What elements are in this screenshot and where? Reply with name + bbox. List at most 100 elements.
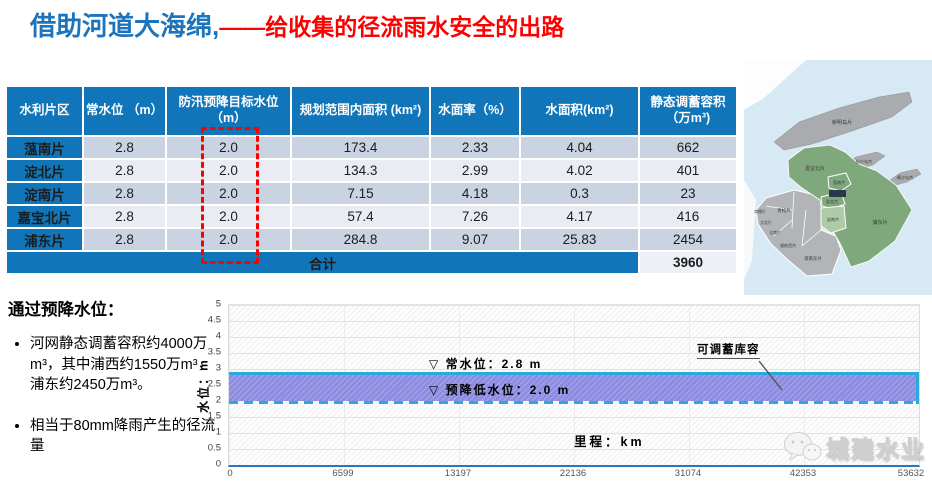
note-bullet: 相当于80mm降雨产生的径流量 <box>30 416 220 457</box>
page-title: 借助河道大海绵,——给收集的径流雨水安全的出路 <box>30 6 564 43</box>
cell: 284.8 <box>290 227 431 252</box>
cell: 2454 <box>638 227 738 252</box>
map-label: 淀南片 <box>827 216 840 223</box>
col-header-water-rate: 水面率（%） <box>429 85 521 137</box>
y-tick: 1 <box>215 426 221 438</box>
map-bg-corner <box>744 180 756 280</box>
cell: 173.4 <box>290 135 431 160</box>
map-label: 商榻片 <box>754 209 766 214</box>
cell: 2.0 <box>165 158 292 183</box>
cell: 2.8 <box>82 227 167 252</box>
map-diannan-district <box>820 205 847 234</box>
map-label: 崇明岛片 <box>832 118 853 126</box>
notes-panel: 通过预降水位： 河网静态调蓄容积约4000万m³，其中浦西约1550万m³，浦东… <box>8 296 220 477</box>
cell: 7.15 <box>290 181 431 206</box>
water-district-table: 水利片区 常水位 （m） 防汛预降目标水位（m） 规划范围内面积 (km²) 水… <box>5 85 738 275</box>
cell: 4.02 <box>519 158 640 183</box>
cell: 2.8 <box>82 135 167 160</box>
cell: 4.17 <box>519 204 640 229</box>
wechat-icon <box>784 432 822 461</box>
x-tick: 31074 <box>674 468 702 479</box>
map-shanghai-marker <box>829 190 846 197</box>
y-tick: 0.5 <box>207 442 221 454</box>
col-header-district: 水利片区 <box>5 85 84 137</box>
col-header-storage-volume: 静态调蓄容积（万m³) <box>638 85 738 137</box>
map-label: 长兴岛片 <box>856 158 873 165</box>
chart-y-ticks: 5 4.5 4 3.5 3 2.5 2 1.5 1 0.5 0 <box>185 299 225 470</box>
cell: 2.8 <box>82 204 167 229</box>
cell: 416 <box>638 204 738 229</box>
cell: 2.0 <box>165 204 292 229</box>
normal-level-annotation: ▽ 常水位：2.8 m <box>429 357 543 371</box>
y-tick: 4.5 <box>207 314 221 326</box>
cell: 2.8 <box>82 181 167 206</box>
x-tick: 53632 <box>897 468 925 479</box>
cell: 662 <box>638 135 738 160</box>
cell: 9.07 <box>429 227 521 252</box>
y-tick: 2 <box>215 394 221 406</box>
cell: 7.26 <box>429 204 521 229</box>
map-label-shanghai: 上海市 <box>832 191 844 197</box>
total-value: 3960 <box>638 250 738 275</box>
y-tick: 3 <box>215 362 221 374</box>
map-label: 浦东片 <box>872 218 888 226</box>
leader-line <box>758 360 783 391</box>
chart-x-axis-label: 里程：km <box>574 435 645 449</box>
map-label: 蕰南片 <box>833 179 846 186</box>
cell: 401 <box>638 158 738 183</box>
table-row: 蕰南片 2.8 2.0 173.4 2.33 4.04 662 <box>5 135 738 160</box>
row-label: 淀南片 <box>5 181 84 206</box>
map-label: 太南片 <box>769 230 781 235</box>
map-district-borders <box>765 191 822 247</box>
table-row: 淀南片 2.8 2.0 7.15 4.18 0.3 23 <box>5 181 738 206</box>
cell: 134.3 <box>290 158 431 183</box>
cell: 2.0 <box>165 135 292 160</box>
table-total-row: 合计 3960 <box>5 250 738 275</box>
map-label: 横沙岛片 <box>897 174 914 181</box>
map-chongming-island <box>773 91 913 151</box>
cell: 0.3 <box>519 181 640 206</box>
note-bullet: 河网静态调蓄容积约4000万m³，其中浦西约1550万m³，浦东约2450万m³… <box>30 334 220 396</box>
x-tick: 13197 <box>444 468 472 479</box>
row-label: 嘉宝北片 <box>5 204 84 229</box>
table-row: 淀北片 2.8 2.0 134.3 2.99 4.02 401 <box>5 158 738 183</box>
map-label: 青松片 <box>777 207 791 214</box>
col-header-water-area: 水面积(km²) <box>519 85 640 137</box>
total-label: 合计 <box>5 250 640 275</box>
cell: 23 <box>638 181 738 206</box>
title-red-part: ——给收集的径流雨水安全的出路 <box>219 14 565 40</box>
title-blue-part: 借助河道大海绵, <box>30 11 220 41</box>
col-header-target-level: 防汛预降目标水位（m） <box>165 85 292 137</box>
cell: 25.83 <box>519 227 640 252</box>
col-header-normal-level: 常水位 （m） <box>82 85 167 137</box>
map-bg-corner <box>744 60 806 110</box>
notes-list: 河网静态调蓄容积约4000万m³，其中浦西约1550万m³，浦东约2450万m³… <box>8 334 220 457</box>
table-row: 浦东片 2.8 2.0 284.8 9.07 25.83 2454 <box>5 227 738 252</box>
y-tick: 3.5 <box>207 346 221 358</box>
notes-heading: 通过预降水位： <box>8 301 124 319</box>
watermark-logo: 城建水业 <box>782 429 926 465</box>
y-tick: 4 <box>215 330 221 342</box>
row-label: 浦东片 <box>5 227 84 252</box>
map-label: 淀北片 <box>826 198 839 205</box>
water-level-chart: ▽ 常水位：2.8 m ▽ 预降低水位：2.0 m 可调蓄库容 里程：km <box>228 304 920 467</box>
cell: 4.18 <box>429 181 521 206</box>
col-header-planned-area: 规划范围内面积 (km²) <box>290 85 431 137</box>
cell: 2.33 <box>429 135 521 160</box>
map-label: 太北片 <box>760 220 772 225</box>
cell: 57.4 <box>290 204 431 229</box>
cell: 2.0 <box>165 227 292 252</box>
cell: 2.8 <box>82 158 167 183</box>
x-tick: 42353 <box>789 468 817 479</box>
cell: 2.99 <box>429 158 521 183</box>
table-row: 嘉宝北片 2.8 2.0 57.4 7.26 4.17 416 <box>5 204 738 229</box>
logo-text: 城建水业 <box>826 436 926 463</box>
lowered-level-dashed-line <box>229 401 916 404</box>
storage-band <box>229 372 919 404</box>
x-tick: 6599 <box>332 468 354 479</box>
cell: 4.04 <box>519 135 640 160</box>
map-yunnan-district <box>827 172 852 192</box>
map-label: 浦南东片 <box>804 255 822 262</box>
y-tick: 2.5 <box>207 378 221 390</box>
